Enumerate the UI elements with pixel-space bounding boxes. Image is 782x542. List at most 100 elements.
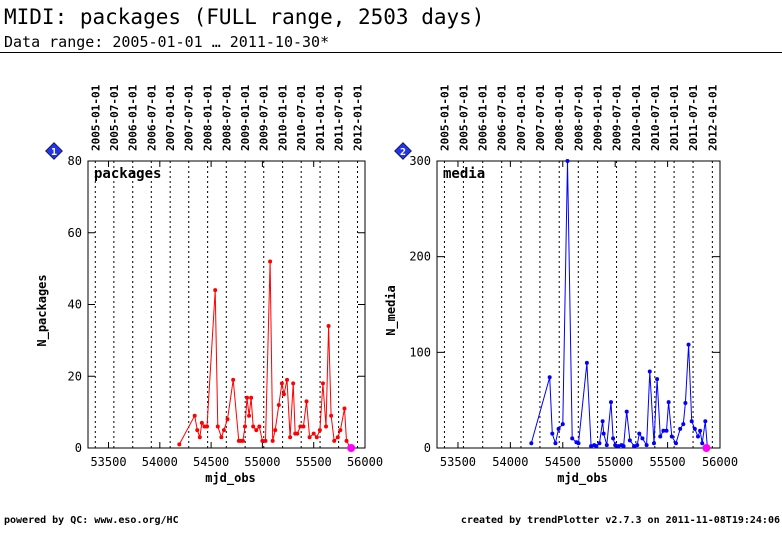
chart1-data-point — [225, 417, 230, 422]
chart1-data-point — [298, 424, 303, 429]
chart2-data-point — [700, 441, 705, 446]
chart2-date-tick-label: 2007-01-01 — [515, 84, 528, 151]
chart1-data-point — [314, 435, 319, 440]
chart1-y-tick-label: 60 — [68, 226, 82, 240]
chart1-index-diamond — [45, 142, 63, 160]
chart1-date-tick-label: 2008-07-01 — [220, 84, 233, 151]
chart1-data-point — [342, 406, 347, 411]
chart2-data-point — [547, 375, 552, 380]
chart1-data-point — [329, 413, 334, 418]
chart1-data-point — [195, 428, 200, 433]
chart2-date-tick-label: 2006-01-01 — [477, 84, 490, 151]
chart1-data-point — [199, 420, 204, 425]
footer-created-by: created by trendPlotter v2.7.3 on 2011-1… — [460, 515, 780, 526]
chart1-data-point — [213, 288, 218, 293]
page-title: MIDI: packages (FULL range, 2503 days) — [4, 5, 485, 29]
chart2-x-tick-label: 56000 — [702, 455, 738, 469]
chart1-date-tick-label: 2006-01-01 — [127, 84, 140, 151]
footer-powered-by: powered by QC: www.eso.org/HC — [4, 515, 179, 526]
chart1-data-point — [288, 435, 293, 440]
chart2-y-tick-label: 200 — [409, 250, 431, 264]
chart1-data-point — [344, 438, 349, 443]
chart1-data-point — [245, 395, 250, 400]
chart2-data-point — [565, 159, 570, 163]
chart1-data-point — [326, 324, 331, 329]
chart1-date-tick-label: 2005-01-01 — [89, 84, 102, 151]
chart2-data-point — [655, 377, 660, 382]
chart2-data-point — [597, 441, 602, 446]
chart1-x-axis-label: mjd_obs — [205, 471, 256, 486]
chart2-y-tick-label: 300 — [409, 154, 431, 168]
chart2-data-point — [594, 444, 599, 449]
chart2-index-diamond — [394, 142, 412, 160]
chart2-data-point — [683, 401, 688, 406]
header-divider — [0, 52, 782, 53]
chart2-data-point — [601, 431, 606, 436]
chart2-index-label: 2 — [400, 147, 406, 158]
chart2-data-point — [550, 431, 555, 436]
chart1-y-tick-label: 20 — [68, 369, 82, 383]
chart1-date-tick-label: 2007-01-01 — [164, 84, 177, 151]
chart2-data-point — [621, 444, 626, 449]
chart2-data-point — [576, 441, 581, 446]
chart2-data-point — [529, 441, 534, 446]
chart2-data-point — [616, 444, 621, 449]
chart2-data-point — [570, 436, 575, 441]
data-range-subtitle: Data range: 2005-01-01 … 2011-10-30* — [4, 33, 330, 51]
chart2-data-point — [637, 431, 642, 436]
chart1-date-tick-label: 2010-01-01 — [277, 84, 290, 151]
chart1-date-tick-label: 2011-07-01 — [333, 84, 346, 151]
chart1-date-tick-label: 2012-01-01 — [352, 84, 365, 151]
chart1-data-point — [251, 424, 256, 429]
chart2-data-point — [692, 426, 697, 431]
chart2-date-tick-label: 2010-01-01 — [630, 84, 643, 151]
chart2-data-point — [632, 444, 637, 449]
chart1-data-point — [268, 259, 273, 264]
chart1-x-tick-label: 55500 — [296, 455, 332, 469]
chart1-data-point — [240, 438, 245, 443]
chart2-date-tick-label: 2007-07-01 — [534, 84, 547, 151]
chart2-x-tick-label: 53500 — [440, 455, 476, 469]
chart2-data-point — [560, 422, 565, 427]
chart2-data-point — [695, 434, 700, 439]
chart2-date-tick-label: 2009-07-01 — [611, 84, 624, 151]
chart2-data-point — [669, 434, 674, 439]
chart1-frame — [87, 160, 366, 449]
chart2-date-tick-label: 2011-07-01 — [687, 84, 700, 151]
chart1-x-tick-label: 56000 — [347, 455, 383, 469]
chart1-data-point — [197, 435, 202, 440]
chart1-x-tick-label: 53500 — [90, 455, 126, 469]
chart1-y-axis-label: N_packages — [35, 274, 50, 346]
chart1-data-point — [263, 438, 268, 443]
chart2-data-point — [556, 426, 561, 431]
chart1-date-tick-label: 2006-07-01 — [145, 84, 158, 151]
chart1-data-point — [317, 428, 322, 433]
chart1-date-tick-label: 2005-07-01 — [108, 84, 121, 151]
chart1-data-point — [279, 381, 284, 386]
chart2-x-tick-label: 55500 — [650, 455, 686, 469]
chart2-data-point — [686, 342, 691, 347]
chart2-panel-label: media — [443, 166, 485, 182]
chart1-data-point — [301, 424, 306, 429]
chart1-panel-label: packages — [94, 166, 161, 182]
chart1-data-point — [324, 424, 329, 429]
chart2-y-axis-label: N_media — [384, 285, 399, 336]
chart2-date-tick-label: 2005-01-01 — [438, 84, 451, 151]
chart2-data-point — [584, 360, 589, 365]
chart1-data-point — [247, 413, 252, 418]
chart2-series-line — [530, 160, 708, 449]
chart2-data-point — [613, 443, 618, 448]
chart2-date-tick-label: 2006-07-01 — [496, 84, 509, 151]
chart2-date-tick-label: 2008-07-01 — [572, 84, 585, 151]
chart1-data-point — [221, 428, 226, 433]
chart1-date-tick-label: 2011-01-01 — [314, 84, 327, 151]
chart1-y-tick-label: 40 — [68, 298, 82, 312]
chart1-data-point — [231, 377, 236, 382]
chart1-data-point — [304, 399, 309, 404]
chart1-x-tick-label: 55000 — [244, 455, 280, 469]
chart2-data-point — [647, 369, 652, 374]
chart1-date-tick-label: 2009-01-01 — [239, 84, 252, 151]
chart2-data-point — [600, 419, 605, 424]
chart2-frame — [436, 160, 721, 449]
chart2-latest-point — [702, 444, 711, 452]
